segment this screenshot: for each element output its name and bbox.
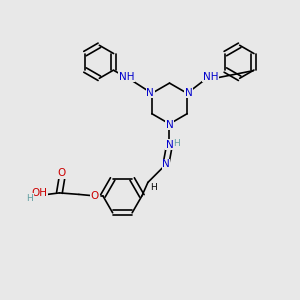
- Text: NH: NH: [203, 72, 218, 82]
- Text: H: H: [174, 139, 180, 148]
- Text: O: O: [91, 191, 99, 201]
- Text: N: N: [146, 88, 154, 98]
- Text: OH: OH: [31, 188, 47, 198]
- Text: NH: NH: [118, 72, 134, 82]
- Text: N: N: [162, 159, 170, 170]
- Text: N: N: [185, 88, 193, 98]
- Text: H: H: [27, 194, 33, 202]
- Text: N: N: [166, 140, 173, 150]
- Text: H: H: [150, 183, 157, 192]
- Text: N: N: [166, 119, 173, 130]
- Text: O: O: [58, 168, 66, 178]
